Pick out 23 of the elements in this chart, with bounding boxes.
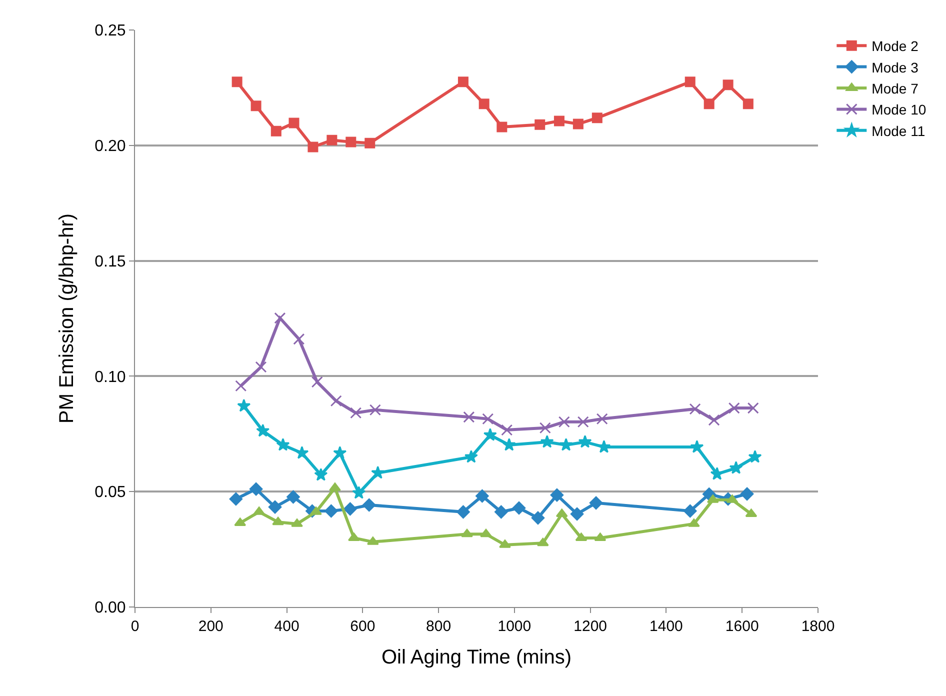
y-axis-title: PM Emission (g/bhp-hr) <box>56 213 78 424</box>
x-tick-label: 200 <box>198 618 224 635</box>
y-tick-label: 0.20 <box>94 138 126 155</box>
legend-label: Mode 3 <box>872 59 919 76</box>
legend-label: Mode 11 <box>872 122 926 139</box>
y-tick-label: 0.00 <box>94 600 126 617</box>
legend-label: Mode 7 <box>872 80 919 96</box>
y-tick-label: 0.10 <box>94 368 126 386</box>
legend-label: Mode 2 <box>872 38 919 54</box>
x-tick-label: 1600 <box>725 618 759 635</box>
legend-label: Mode 10 <box>872 102 926 118</box>
x-tick-label: 800 <box>426 618 452 635</box>
x-tick-label: 1200 <box>574 618 608 635</box>
x-tick-label: 1000 <box>498 618 532 635</box>
x-tick-label: 600 <box>350 618 376 635</box>
x-tick-label: 400 <box>274 618 300 635</box>
y-tick-label: 0.15 <box>94 253 126 270</box>
x-tick-label: 1800 <box>801 618 835 635</box>
y-tick-label: 0.25 <box>94 22 126 40</box>
x-tick-label: 0 <box>130 618 140 635</box>
x-axis-title: Oil Aging Time (mins) <box>381 646 572 668</box>
y-tick-label: 0.05 <box>94 484 126 502</box>
x-tick-label: 1400 <box>650 618 683 635</box>
